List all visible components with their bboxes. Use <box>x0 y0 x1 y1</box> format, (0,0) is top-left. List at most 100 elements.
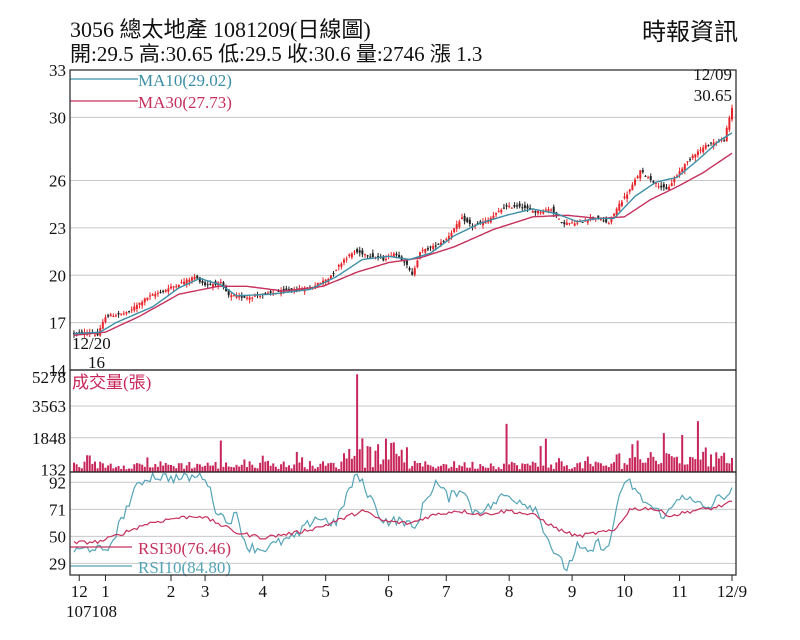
candle-body <box>146 297 149 300</box>
candle-body <box>419 252 422 258</box>
candle-body <box>175 286 178 288</box>
candle-body <box>162 290 165 292</box>
candle-body <box>332 273 335 275</box>
volume-bar <box>712 466 715 472</box>
candle-body <box>678 171 681 175</box>
candle-body <box>731 107 733 120</box>
candle-body <box>290 288 293 291</box>
candle-body <box>235 295 238 298</box>
candle-body <box>605 218 608 223</box>
volume-bar <box>175 468 178 472</box>
candle-body <box>154 293 157 297</box>
price-tick-label: 14 <box>49 361 67 380</box>
candle-body <box>607 223 610 225</box>
candle-body <box>544 209 547 211</box>
candle-body <box>597 215 600 220</box>
volume-bar <box>440 465 443 472</box>
volume-bar <box>107 465 110 472</box>
candle-body <box>557 218 560 220</box>
volume-bar <box>91 463 94 472</box>
candle-body <box>403 261 406 263</box>
volume-bar <box>227 466 230 472</box>
candle-body <box>589 217 592 220</box>
x-tick-label: 5 <box>321 582 330 601</box>
candle-body <box>502 207 505 209</box>
candle-body <box>497 210 500 212</box>
volume-bar <box>652 456 655 472</box>
volume-bar <box>120 468 123 472</box>
candle-body <box>565 222 568 225</box>
x-tick-label: 1 <box>101 582 110 601</box>
volume-bar <box>571 468 574 472</box>
candle-body <box>552 206 555 214</box>
volume-bar <box>434 468 437 472</box>
volume-bar <box>573 467 576 472</box>
candle-body <box>141 301 144 306</box>
volume-bar <box>589 463 592 472</box>
volume-bar <box>547 467 550 472</box>
volume-bar <box>75 464 78 472</box>
rsi-tick-label: 50 <box>49 527 66 546</box>
candle-body <box>188 279 191 282</box>
candle-body <box>529 207 532 210</box>
volume-bar <box>73 462 75 472</box>
price-tick-label: 23 <box>49 219 66 238</box>
candle-body <box>683 164 686 171</box>
candle-body <box>437 243 440 245</box>
volume-bar <box>243 459 246 472</box>
volume-bar <box>183 468 186 472</box>
candle-body <box>130 309 133 311</box>
volume-bar <box>691 457 694 472</box>
volume-bar <box>287 465 290 472</box>
candle-body <box>196 275 199 279</box>
volume-bar <box>130 468 133 472</box>
candle-body <box>122 313 125 315</box>
candle-body <box>227 289 230 296</box>
ma10-line <box>73 132 733 335</box>
candle-body <box>277 290 280 292</box>
volume-bar <box>83 461 86 472</box>
candle-body <box>350 253 353 258</box>
x-tick-label: 9 <box>568 582 577 601</box>
volume-bar <box>128 468 131 472</box>
last-price-label: 30.65 <box>694 86 732 105</box>
volume-bar <box>731 457 733 472</box>
volume-bar <box>516 465 519 472</box>
candle-body <box>125 312 128 314</box>
candle-body <box>657 186 660 188</box>
candle-body <box>495 212 498 215</box>
volume-bar <box>534 462 537 472</box>
candle-body <box>353 251 356 253</box>
x-tick-label: 8 <box>505 582 514 601</box>
volume-bar <box>232 467 235 472</box>
volume-bar <box>156 466 159 472</box>
volume-bar <box>353 455 356 472</box>
candle-body <box>230 295 233 297</box>
volume-bar <box>369 446 372 472</box>
volume-bar <box>607 467 610 472</box>
candle-body <box>712 142 715 147</box>
candle-body <box>266 292 269 294</box>
candle-body <box>183 281 186 285</box>
candle-body <box>206 284 209 286</box>
candle-body <box>516 205 519 207</box>
rsi30-legend-label: RSI30(76.46) <box>138 539 231 558</box>
volume-bar <box>159 461 162 472</box>
volume-bar <box>416 463 419 472</box>
volume-bar <box>531 461 534 472</box>
x-tick-label: 12 <box>71 582 88 601</box>
candle-body <box>135 305 138 309</box>
candle-body <box>623 196 626 199</box>
chart-title: 3056 總太地產 1081209(日線圖) <box>70 17 371 42</box>
volume-bar <box>162 465 165 472</box>
volume-label: 成交量(張) <box>72 373 151 392</box>
volume-bar <box>717 458 720 472</box>
volume-bar <box>337 468 340 472</box>
volume-bar <box>282 461 285 472</box>
candle-body <box>641 170 644 173</box>
volume-bar <box>623 463 626 472</box>
volume-bar <box>597 462 600 472</box>
candle-body <box>316 282 319 286</box>
candle-body <box>413 268 416 275</box>
